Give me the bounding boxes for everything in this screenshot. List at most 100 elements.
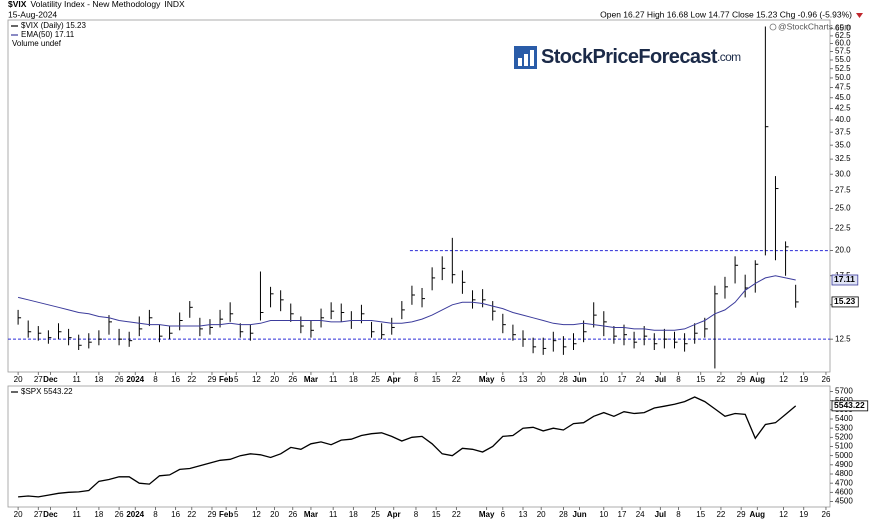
x-tick-label: 29 — [208, 375, 217, 384]
x-tick-label: 10 — [599, 510, 608, 519]
y-tick-label: 47.5 — [835, 83, 851, 92]
chart-date: 15-Aug-2024 — [8, 9, 57, 19]
x-tick-label: Jul — [655, 375, 667, 384]
x-tick-label: Apr — [387, 510, 401, 519]
x-tick-label: 13 — [519, 375, 528, 384]
x-tick-label: Aug — [750, 510, 766, 519]
watermark-suffix: .com — [717, 50, 741, 64]
x-tick-label: 8 — [153, 375, 158, 384]
x-tick-label: 15 — [432, 510, 441, 519]
y-tick-label: 4800 — [835, 469, 853, 478]
x-tick-label: 18 — [94, 510, 103, 519]
x-tick-label: 22 — [716, 375, 725, 384]
last-value-label: 15.23 — [834, 296, 856, 306]
y-tick-label: 42.5 — [835, 104, 851, 113]
x-tick-label: Mar — [304, 375, 318, 384]
x-tick-label: 15 — [696, 375, 705, 384]
x-tick-label: 20 — [537, 375, 546, 384]
y-tick-label: 5000 — [835, 451, 853, 460]
x-tick-label: 26 — [115, 510, 124, 519]
x-tick-label: 22 — [187, 510, 196, 519]
x-tick-label: 20 — [270, 510, 279, 519]
y-tick-label: 45.0 — [835, 93, 851, 102]
x-tick-label: 8 — [676, 375, 681, 384]
x-tick-label: 27 — [34, 510, 43, 519]
y-tick-label: 4500 — [835, 497, 853, 506]
y-tick-label: 55.0 — [835, 55, 851, 64]
x-tick-label: May — [479, 510, 495, 519]
x-tick-label: 8 — [414, 375, 419, 384]
x-tick-label: 8 — [153, 510, 158, 519]
x-tick-label: 17 — [618, 510, 627, 519]
y-tick-label: 25.0 — [835, 204, 851, 213]
x-tick-label: 26 — [822, 375, 831, 384]
y-tick-label: 5600 — [835, 396, 853, 405]
x-tick-label: 12 — [779, 510, 788, 519]
y-tick-label: 62.5 — [835, 31, 851, 40]
x-tick-label: 11 — [329, 510, 338, 519]
x-tick-label: 25 — [371, 510, 380, 519]
x-tick-label: 12 — [252, 375, 261, 384]
x-tick-label: 26 — [115, 375, 124, 384]
x-tick-label: 28 — [559, 375, 568, 384]
x-tick-label: 24 — [636, 510, 645, 519]
x-tick-label: 28 — [559, 510, 568, 519]
x-tick-label: Aug — [750, 375, 766, 384]
x-tick-label: Jul — [655, 510, 667, 519]
x-tick-label: 19 — [799, 375, 808, 384]
y-tick-label: 57.5 — [835, 47, 851, 56]
plot-frame — [7, 19, 831, 373]
x-tick-label: 27 — [34, 375, 43, 384]
subtitle: Volatility Index - New Methodology — [30, 0, 161, 9]
x-tick-label: Feb — [219, 375, 233, 384]
x-tick-label: 17 — [618, 375, 627, 384]
y-tick-label: 4700 — [835, 478, 853, 487]
last-value-label: 5543.22 — [834, 400, 865, 410]
y-tick-label: 65.0 — [835, 24, 851, 33]
x-tick-label: 18 — [94, 375, 103, 384]
credit: @StockCharts.com — [778, 21, 851, 31]
y-tick-label: 50.0 — [835, 73, 851, 82]
watermark: StockPriceForecast.com — [541, 46, 741, 68]
down-arrow — [856, 13, 863, 18]
x-tick-label: 8 — [414, 510, 419, 519]
last-value-label: 17.11 — [834, 274, 855, 284]
y-tick-label: 5700 — [835, 387, 853, 396]
symbol: $VIX — [8, 0, 27, 9]
y-tick-label: 52.5 — [835, 64, 851, 73]
x-tick-label: 15 — [432, 375, 441, 384]
y-tick-label: 5300 — [835, 423, 853, 432]
x-tick-label: 8 — [676, 510, 681, 519]
x-tick-label: 20 — [14, 510, 23, 519]
x-tick-label: 11 — [73, 375, 82, 384]
logo: StockPriceForecast.com — [514, 46, 742, 69]
x-tick-label: 20 — [537, 510, 546, 519]
y-tick-label: 22.5 — [835, 224, 851, 233]
logo-bar — [530, 50, 534, 66]
y-tick-label: 60.0 — [835, 39, 851, 48]
quote: Open 16.27 High 16.68 Low 14.77 Close 15… — [600, 9, 852, 19]
x-tick-label: 26 — [288, 510, 297, 519]
y-tick-label: 27.5 — [835, 186, 851, 195]
x-tick-label: 19 — [799, 510, 808, 519]
x-tick-label: 22 — [452, 510, 461, 519]
last-value-box — [831, 274, 859, 286]
x-tick-label: 10 — [599, 375, 608, 384]
x-tick-label: 5 — [234, 375, 239, 384]
x-tick-label: 25 — [371, 375, 380, 384]
x-tick-label: May — [479, 375, 495, 384]
last-value-box — [831, 296, 859, 308]
y-tick-label: 40.0 — [835, 115, 851, 124]
x-tick-label: 29 — [208, 510, 217, 519]
credit-icon — [769, 23, 777, 31]
chart-title: $VIX Volatility Index - New Methodology IN… — [8, 0, 185, 9]
x-tick-label: Mar — [304, 510, 318, 519]
x-tick-label: 12 — [779, 375, 788, 384]
logo-bar — [518, 58, 522, 66]
x-tick-label: 12 — [252, 510, 261, 519]
x-tick-label: 6 — [501, 375, 506, 384]
panel: 12.515.017.520.022.525.027.530.032.535.0… — [7, 19, 859, 384]
x-tick-label: Dec — [43, 375, 58, 384]
legend-label: $VIX (Daily) 15.23 — [21, 21, 86, 30]
